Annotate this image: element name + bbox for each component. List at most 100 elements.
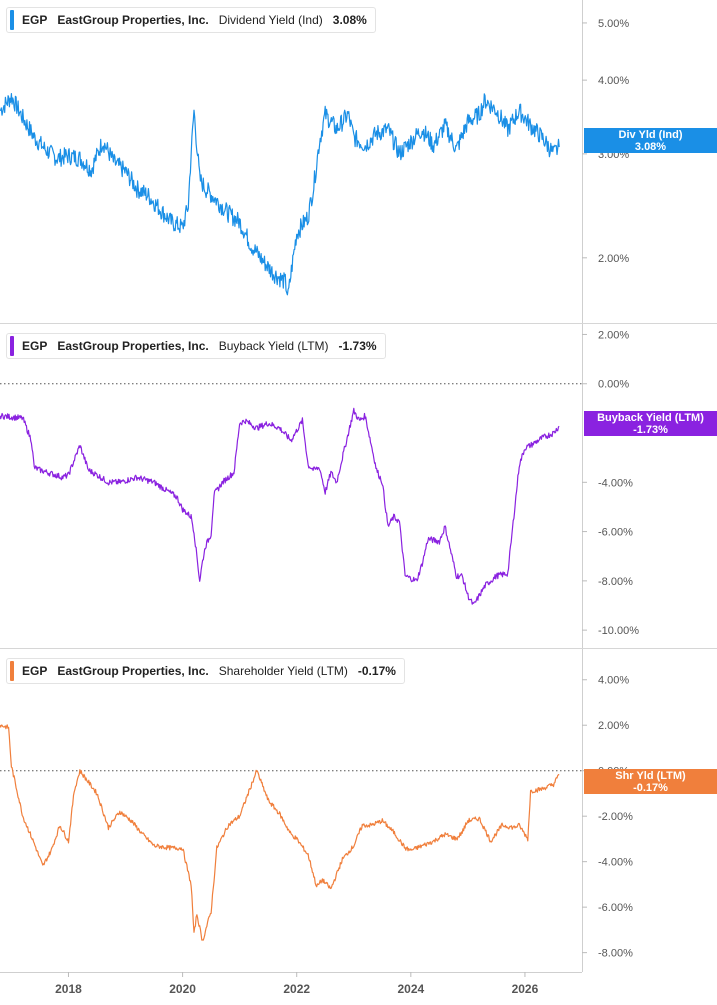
- tag-label: Div Yld (Ind): [618, 128, 683, 141]
- data-point: [131, 820, 132, 821]
- data-point: [196, 913, 197, 914]
- legend-shareholder-yield[interactable]: EGP EastGroup Properties, Inc. Sharehold…: [6, 658, 405, 684]
- legend-value: 3.08%: [332, 13, 367, 27]
- data-point: [108, 482, 109, 483]
- legend-company: EastGroup Properties, Inc.: [57, 339, 209, 353]
- data-point: [68, 474, 69, 475]
- data-point: [308, 216, 309, 217]
- data-point: [527, 838, 528, 839]
- legend-ticker: EGP: [22, 339, 48, 353]
- data-point: [202, 561, 203, 562]
- data-point: [268, 423, 269, 424]
- x-tick-label: 2022: [283, 982, 310, 996]
- data-point: [353, 845, 354, 846]
- data-point: [199, 178, 200, 179]
- data-point: [410, 850, 411, 851]
- data-point: [316, 886, 317, 887]
- data-point: [211, 533, 212, 534]
- data-point: [245, 420, 246, 421]
- data-point: [233, 472, 234, 473]
- data-point: [108, 827, 109, 828]
- data-point: [502, 825, 503, 826]
- data-point: [136, 188, 137, 189]
- data-point: [96, 474, 97, 475]
- legend-dividend-yield[interactable]: EGP EastGroup Properties, Inc. Dividend …: [6, 7, 376, 33]
- data-point: [308, 465, 309, 466]
- x-tick-label: 2018: [55, 982, 82, 996]
- data-point: [467, 820, 468, 821]
- data-point: [196, 145, 197, 146]
- data-point: [74, 791, 75, 792]
- data-point: [479, 114, 480, 115]
- data-point: [222, 482, 223, 483]
- data-point: [542, 788, 543, 789]
- data-point: [365, 415, 366, 416]
- data-point: [362, 825, 363, 826]
- data-point: [154, 845, 155, 846]
- legend-company: EastGroup Properties, Inc.: [57, 13, 209, 27]
- data-point: [205, 188, 206, 189]
- data-point: [34, 843, 35, 844]
- data-point: [456, 838, 457, 839]
- data-point: [182, 847, 183, 848]
- data-point: [319, 467, 320, 468]
- data-point: [31, 440, 32, 441]
- data-point: [22, 418, 23, 419]
- data-point: [445, 834, 446, 835]
- data-point: [239, 221, 240, 222]
- data-point: [559, 147, 560, 148]
- data-point: [313, 185, 314, 186]
- data-point: [191, 516, 192, 517]
- data-point: [336, 482, 337, 483]
- data-point: [288, 296, 289, 297]
- data-point: [405, 575, 406, 576]
- data-point: [519, 825, 520, 826]
- data-point: [228, 825, 229, 826]
- data-point: [34, 137, 35, 138]
- data-point: [273, 273, 274, 274]
- legend-metric: Dividend Yield (Ind): [218, 13, 323, 27]
- data-point: [182, 227, 183, 228]
- data-point: [467, 595, 468, 596]
- data-point: [445, 526, 446, 527]
- data-point: [96, 793, 97, 794]
- data-point: [422, 845, 423, 846]
- data-point: [279, 428, 280, 429]
- series-line: [0, 93, 560, 296]
- data-point: [256, 770, 257, 771]
- y-tick-label: 4.00%: [598, 75, 629, 87]
- legend-company: EastGroup Properties, Inc.: [57, 664, 209, 678]
- data-point: [8, 727, 9, 728]
- data-point: [519, 465, 520, 466]
- data-point: [88, 469, 89, 470]
- data-point: [462, 832, 463, 833]
- data-point: [114, 162, 115, 163]
- y-tick-label: -8.00%: [598, 576, 633, 588]
- data-point: [439, 541, 440, 542]
- data-point: [308, 854, 309, 855]
- data-point: [239, 816, 240, 817]
- data-point: [467, 121, 468, 122]
- data-point: [182, 509, 183, 510]
- series-line: [0, 407, 560, 605]
- y-tick-label: 0.00%: [598, 379, 629, 391]
- data-point: [365, 145, 366, 146]
- data-point: [382, 482, 383, 483]
- data-point: [22, 816, 23, 817]
- data-point: [171, 847, 172, 848]
- data-point: [285, 281, 286, 282]
- x-tick-label: 2024: [397, 982, 424, 996]
- data-point: [382, 820, 383, 821]
- data-point: [473, 605, 474, 606]
- data-point: [176, 497, 177, 498]
- legend-metric: Shareholder Yield (LTM): [218, 664, 348, 678]
- data-point: [348, 114, 349, 115]
- data-point: [68, 841, 69, 842]
- current-value-tag-buyback: Buyback Yield (LTM) -1.73%: [584, 411, 717, 436]
- data-point: [513, 827, 514, 828]
- data-point: [296, 838, 297, 839]
- data-point: [479, 595, 480, 596]
- legend-buyback-yield[interactable]: EGP EastGroup Properties, Inc. Buyback Y…: [6, 333, 386, 359]
- data-point: [119, 811, 120, 812]
- data-point: [336, 129, 337, 130]
